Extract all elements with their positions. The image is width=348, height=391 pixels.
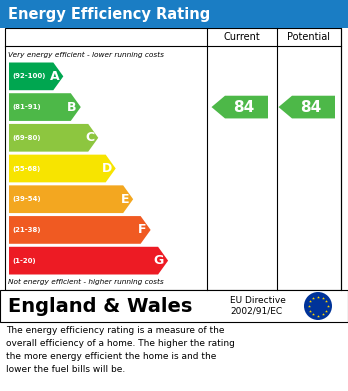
Text: G: G: [154, 254, 164, 267]
Text: (1-20): (1-20): [12, 258, 35, 264]
Polygon shape: [212, 96, 268, 118]
Text: 84: 84: [234, 100, 255, 115]
Text: Energy Efficiency Rating: Energy Efficiency Rating: [8, 7, 210, 22]
Text: EU Directive
2002/91/EC: EU Directive 2002/91/EC: [230, 296, 286, 316]
Text: (39-54): (39-54): [12, 196, 41, 202]
Text: (81-91): (81-91): [12, 104, 41, 110]
Circle shape: [304, 292, 332, 320]
Bar: [0, 290, 348, 322]
Text: (21-38): (21-38): [12, 227, 40, 233]
Polygon shape: [9, 63, 63, 90]
Text: England & Wales: England & Wales: [8, 296, 192, 316]
Text: E: E: [121, 193, 129, 206]
Polygon shape: [9, 93, 81, 121]
Text: Potential: Potential: [287, 32, 331, 42]
Text: Very energy efficient - lower running costs: Very energy efficient - lower running co…: [8, 52, 164, 58]
Text: (92-100): (92-100): [12, 74, 45, 79]
Polygon shape: [278, 96, 335, 118]
Text: The energy efficiency rating is a measure of the
overall efficiency of a home. T: The energy efficiency rating is a measur…: [6, 326, 235, 373]
Text: (69-80): (69-80): [12, 135, 40, 141]
Text: C: C: [85, 131, 94, 144]
Text: A: A: [50, 70, 59, 83]
Polygon shape: [9, 124, 98, 152]
Polygon shape: [9, 216, 151, 244]
Polygon shape: [9, 155, 116, 182]
Bar: [5, 28, 341, 290]
Text: Current: Current: [224, 32, 260, 42]
Polygon shape: [9, 185, 133, 213]
Text: (55-68): (55-68): [12, 165, 40, 172]
Text: 84: 84: [300, 100, 322, 115]
Text: D: D: [102, 162, 112, 175]
Bar: [0, 0, 348, 28]
Text: Not energy efficient - higher running costs: Not energy efficient - higher running co…: [8, 279, 164, 285]
Polygon shape: [9, 247, 168, 274]
Text: F: F: [138, 223, 147, 237]
Text: B: B: [67, 100, 77, 113]
